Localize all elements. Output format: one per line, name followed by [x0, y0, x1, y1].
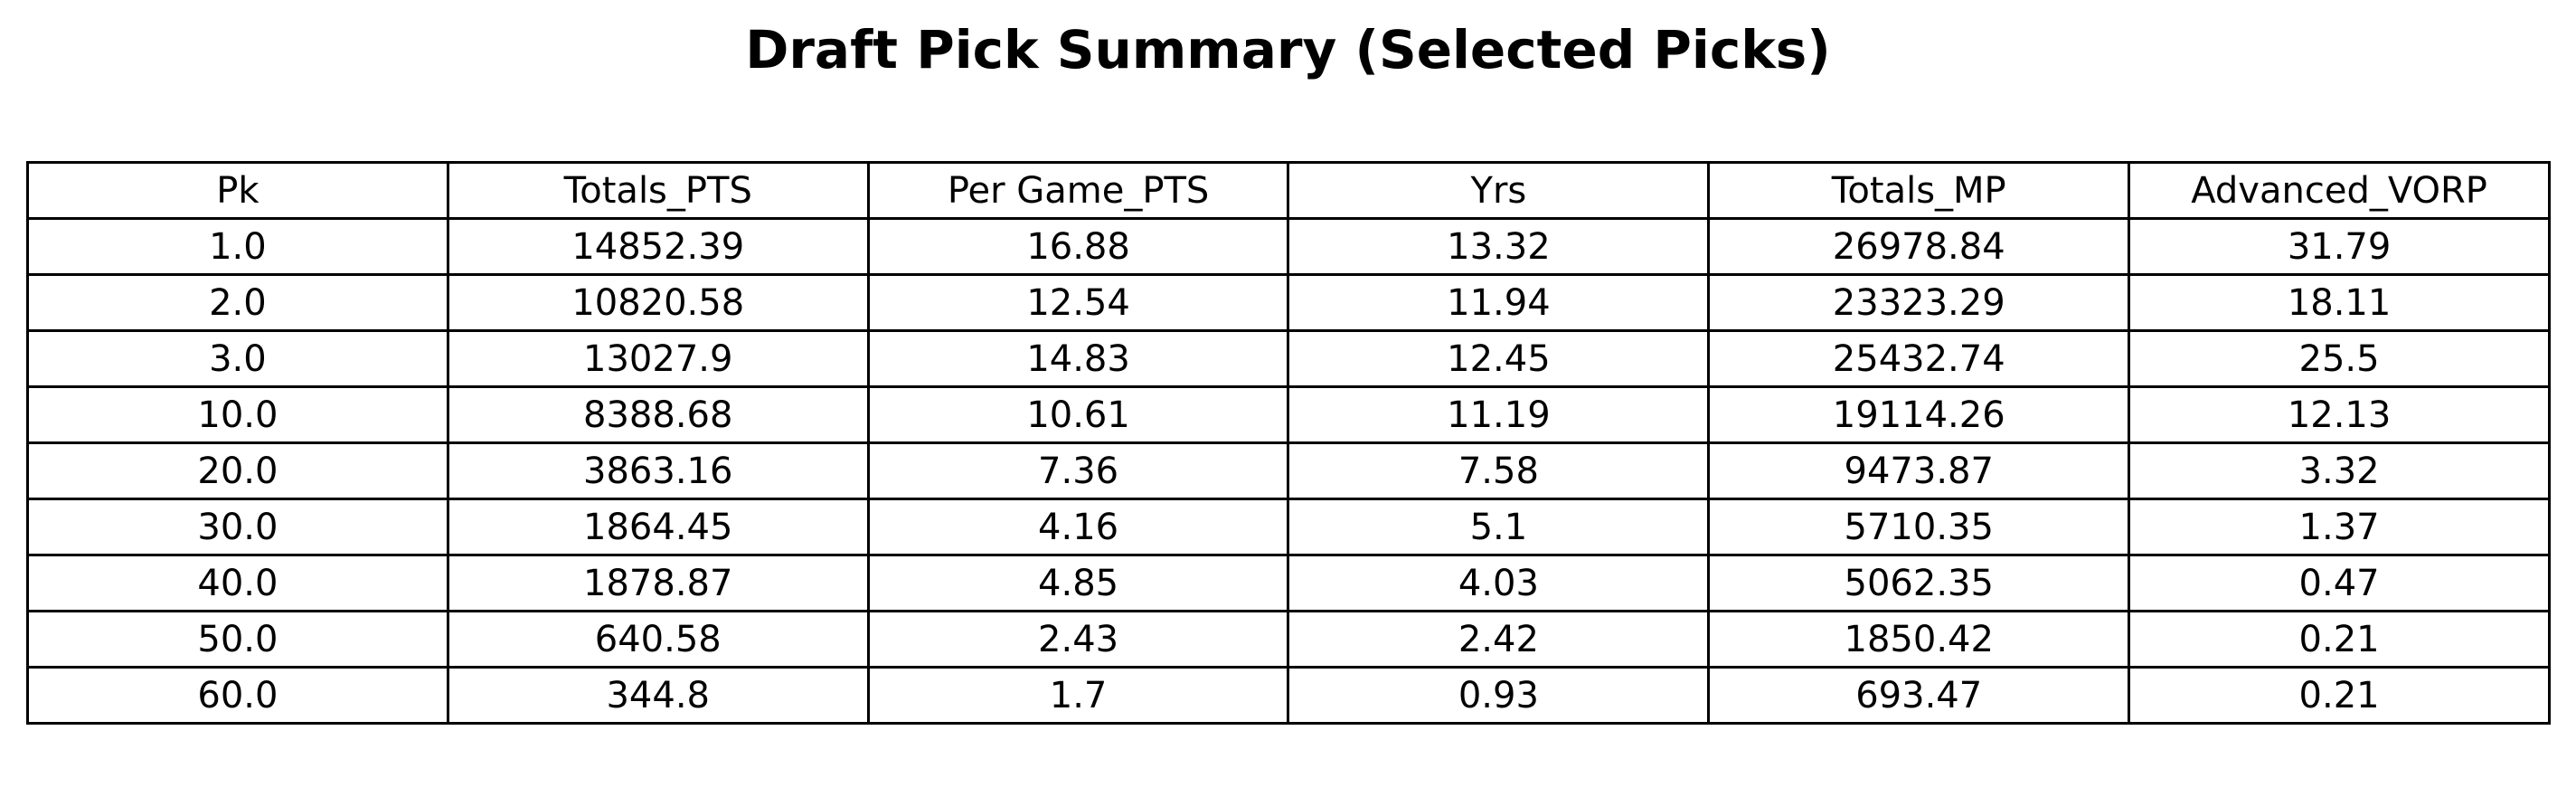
column-header-5: Advanced_VORP — [2128, 161, 2551, 220]
table-cell: 344.8 — [446, 666, 870, 725]
table-cell: 3.32 — [2128, 441, 2551, 500]
table-cell: 12.45 — [1287, 329, 1711, 388]
table-cell: 23323.29 — [1707, 273, 2131, 332]
table-cell: 14852.39 — [446, 217, 870, 276]
table-cell: 3.0 — [26, 329, 449, 388]
table-cell: 4.03 — [1287, 554, 1711, 612]
table-row: 2.0 10820.58 12.54 11.94 23323.29 18.11 — [26, 273, 2551, 332]
table-cell: 31.79 — [2128, 217, 2551, 276]
chart-title: Draft Pick Summary (Selected Picks) — [745, 19, 1831, 81]
column-header-3: Yrs — [1287, 161, 1711, 220]
table-row: 60.0 344.8 1.7 0.93 693.47 0.21 — [26, 666, 2551, 725]
table-cell: 0.21 — [2128, 666, 2551, 725]
table-row: 40.0 1878.87 4.85 4.03 5062.35 0.47 — [26, 554, 2551, 612]
table-cell: 1864.45 — [446, 498, 870, 556]
table-cell: 10820.58 — [446, 273, 870, 332]
table-cell: 5062.35 — [1707, 554, 2131, 612]
table-cell: 14.83 — [866, 329, 1290, 388]
table-header-row: Pk Totals_PTS Per Game_PTS Yrs Totals_MP Adva… — [26, 161, 2551, 220]
table-cell: 7.58 — [1287, 441, 1711, 500]
table-cell: 1.7 — [866, 666, 1290, 725]
table-cell: 0.21 — [2128, 610, 2551, 669]
column-header-4: Totals_MP — [1707, 161, 2131, 220]
table-cell: 2.0 — [26, 273, 449, 332]
table-cell: 12.54 — [866, 273, 1290, 332]
table-cell: 8388.68 — [446, 385, 870, 444]
table-row: 1.0 14852.39 16.88 13.32 26978.84 31.79 — [26, 217, 2551, 276]
table-cell: 1.0 — [26, 217, 449, 276]
table-cell: 10.0 — [26, 385, 449, 444]
table-cell: 693.47 — [1707, 666, 2131, 725]
table-cell: 20.0 — [26, 441, 449, 500]
table-cell: 25432.74 — [1707, 329, 2131, 388]
table-cell: 5.1 — [1287, 498, 1711, 556]
table-cell: 10.61 — [866, 385, 1290, 444]
table-row: 20.0 3863.16 7.36 7.58 9473.87 3.32 — [26, 441, 2551, 500]
column-header-1: Totals_PTS — [446, 161, 870, 220]
table-body: 1.0 14852.39 16.88 13.32 26978.84 31.79 2.0 108… — [26, 217, 2551, 725]
table-cell: 2.42 — [1287, 610, 1711, 669]
table-cell: 18.11 — [2128, 273, 2551, 332]
table-cell: 4.85 — [866, 554, 1290, 612]
table-cell: 30.0 — [26, 498, 449, 556]
table-cell: 19114.26 — [1707, 385, 2131, 444]
table-cell: 7.36 — [866, 441, 1290, 500]
table-cell: 60.0 — [26, 666, 449, 725]
table-cell: 1850.42 — [1707, 610, 2131, 669]
table-cell: 13.32 — [1287, 217, 1711, 276]
table-cell: 9473.87 — [1707, 441, 2131, 500]
table-cell: 3863.16 — [446, 441, 870, 500]
table-cell: 0.47 — [2128, 554, 2551, 612]
table-cell: 4.16 — [866, 498, 1290, 556]
table-row: 30.0 1864.45 4.16 5.1 5710.35 1.37 — [26, 498, 2551, 556]
table-cell: 1878.87 — [446, 554, 870, 612]
column-header-0: Pk — [26, 161, 449, 220]
table-cell: 2.43 — [866, 610, 1290, 669]
table-cell: 16.88 — [866, 217, 1290, 276]
draft-pick-summary-table: Pk Totals_PTS Per Game_PTS Yrs Totals_MP Adva… — [26, 161, 2551, 725]
table-cell: 5710.35 — [1707, 498, 2131, 556]
table-cell: 11.19 — [1287, 385, 1711, 444]
table-row: 3.0 13027.9 14.83 12.45 25432.74 25.5 — [26, 329, 2551, 388]
table-cell: 25.5 — [2128, 329, 2551, 388]
table-cell: 50.0 — [26, 610, 449, 669]
table-cell: 0.93 — [1287, 666, 1711, 725]
table-cell: 12.13 — [2128, 385, 2551, 444]
table-row: 10.0 8388.68 10.61 11.19 19114.26 12.13 — [26, 385, 2551, 444]
table-cell: 40.0 — [26, 554, 449, 612]
table-cell: 640.58 — [446, 610, 870, 669]
table-cell: 13027.9 — [446, 329, 870, 388]
table-cell: 11.94 — [1287, 273, 1711, 332]
column-header-2: Per Game_PTS — [866, 161, 1290, 220]
table-cell: 1.37 — [2128, 498, 2551, 556]
table-row: 50.0 640.58 2.43 2.42 1850.42 0.21 — [26, 610, 2551, 669]
table-cell: 26978.84 — [1707, 217, 2131, 276]
